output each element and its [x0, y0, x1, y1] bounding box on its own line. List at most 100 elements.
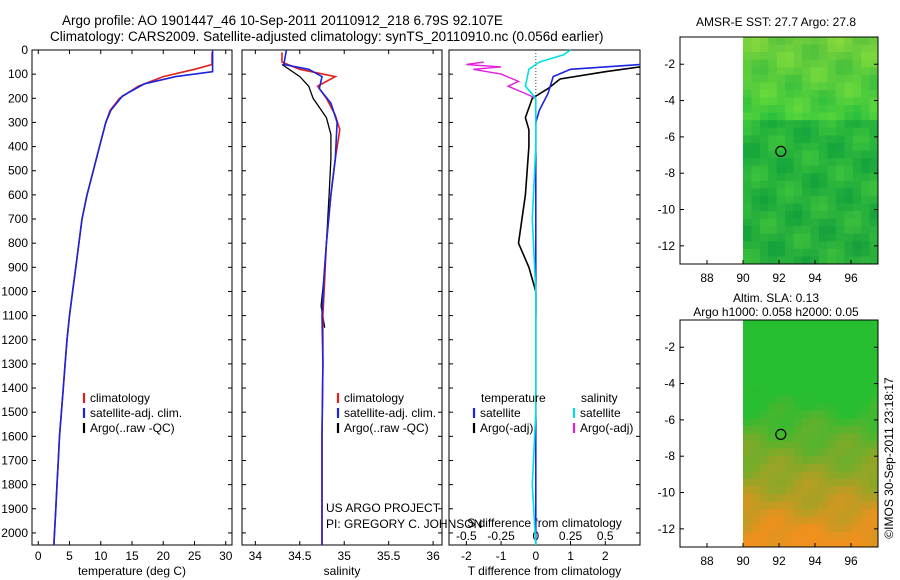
sst-map-grid-cell	[759, 211, 769, 220]
sst-map-grid-cell	[835, 150, 845, 159]
sst-map-grid-cell	[861, 211, 870, 220]
sst-map-grid-cell	[802, 195, 811, 204]
sst-map-grid-cell	[869, 180, 879, 189]
sst-map-grid-cell	[827, 226, 837, 235]
depth-tick-label: 1300	[1, 357, 28, 371]
sst-map-grid-cell	[785, 233, 795, 242]
sst-map-grid-cell	[776, 256, 786, 265]
sst-map-grid-cell	[818, 218, 828, 227]
sst-map-grid-cell	[869, 173, 879, 182]
sst-map-grid-cell	[827, 203, 837, 212]
sal-x-tick-label: 34	[249, 549, 263, 563]
t-diff-tick-label: -1	[496, 549, 507, 563]
sst-map-grid-cell	[793, 120, 803, 129]
sla-map-grid-cell	[751, 433, 761, 442]
sla-map-grid-cell	[785, 403, 795, 412]
sst-map-grid-cell	[827, 105, 837, 114]
sla-map-grid-cell	[869, 448, 879, 457]
sst-map-grid-cell	[869, 211, 879, 220]
sst-map-lon-label: 94	[808, 271, 822, 285]
sst-map-grid-cell	[835, 203, 845, 212]
depth-tick-label: 200	[8, 91, 28, 105]
diff-legend-temp-head: temperature	[481, 391, 546, 405]
sst-map-grid-cell	[818, 256, 828, 265]
sst-map-grid-cell	[743, 256, 752, 265]
sla-map-grid-cell	[861, 373, 870, 382]
sla-map-grid-cell	[759, 494, 769, 503]
sla-map-grid-cell	[818, 388, 828, 397]
sst-map-grid-cell	[768, 37, 778, 46]
sla-map-lat-label: -12	[658, 522, 676, 536]
sst-map-grid-cell	[743, 211, 752, 220]
sla-map-grid-cell	[776, 509, 786, 518]
sla-map-grid-cell	[818, 524, 828, 533]
sst-map-grid-cell	[869, 67, 879, 76]
diff-t-legend-label: Argo(-adj)	[480, 421, 533, 435]
sst-map-grid-cell	[743, 142, 752, 151]
sla-map-grid-cell	[751, 501, 761, 510]
sla-map-grid-cell	[743, 539, 752, 548]
sst-map-grid-cell	[818, 158, 828, 167]
sla-map-grid-cell	[759, 425, 769, 434]
t-diff-tick-label: 0	[532, 549, 539, 563]
sla-map-grid-cell	[844, 380, 854, 389]
sst-map-grid-cell	[802, 135, 811, 144]
sla-map-grid-cell	[869, 395, 879, 404]
sst-map-grid-cell	[852, 248, 862, 257]
sst-map-grid-cell	[810, 218, 820, 227]
sst-map-grid-cell	[751, 256, 761, 265]
sla-map-grid-cell	[751, 456, 761, 465]
sst-map-grid-cell	[818, 74, 828, 83]
sst-map-grid-cell	[802, 158, 811, 167]
sla-map-grid-cell	[776, 350, 786, 359]
sla-map-grid-cell	[759, 350, 769, 359]
sla-map-grid-cell	[793, 380, 803, 389]
sst-map-grid-cell	[776, 241, 786, 250]
sst-map-grid-cell	[802, 74, 811, 83]
sst-map-grid-cell	[861, 248, 870, 257]
sla-map-grid-cell	[835, 342, 845, 351]
sst-map-grid-cell	[861, 74, 870, 83]
sst-map-grid-cell	[869, 112, 879, 121]
sla-map-grid-cell	[818, 418, 828, 427]
sla-map-grid-cell	[869, 373, 879, 382]
sla-map-grid-cell	[759, 327, 769, 336]
sla-map-grid-cell	[869, 441, 879, 450]
sst-map-grid-cell	[776, 90, 786, 99]
sla-map-grid-cell	[827, 531, 837, 540]
sst-map-grid-cell	[869, 37, 879, 46]
sla-map-grid-cell	[818, 501, 828, 510]
sla-map-grid-cell	[743, 350, 752, 359]
sst-map-grid-cell	[751, 74, 761, 83]
sst-map-grid-cell	[751, 44, 761, 53]
sla-map-grid-cell	[776, 388, 786, 397]
sla-map-grid-cell	[852, 380, 862, 389]
sla-map-grid-cell	[861, 403, 870, 412]
sla-map-argo-marker	[775, 428, 787, 441]
sla-map-grid-cell	[861, 335, 870, 344]
sst-map-grid-cell	[844, 241, 854, 250]
sst-map-grid-cell	[861, 142, 870, 151]
sst-map-grid-cell	[827, 165, 837, 174]
sst-map-grid-cell	[793, 158, 803, 167]
sla-map-grid-cell	[869, 471, 879, 480]
sst-map-grid-cell	[785, 97, 795, 106]
sst-map-grid-cell	[861, 37, 870, 46]
sst-map-grid-cell	[835, 59, 845, 68]
sst-map-grid-cell	[751, 142, 761, 151]
sst-map-grid-cell	[751, 211, 761, 220]
sla-map-grid-cell	[743, 456, 752, 465]
sla-map-grid-cell	[785, 433, 795, 442]
sla-map-grid-cell	[818, 478, 828, 487]
sst-map-grid-cell	[852, 195, 862, 204]
diff-t-legend-label: satellite	[480, 406, 521, 420]
sst-map-grid-cell	[810, 67, 820, 76]
sla-map-grid-cell	[844, 494, 854, 503]
sst-map-grid-cell	[835, 218, 845, 227]
sst-map-grid-cell	[793, 165, 803, 174]
sst-map-grid-cell	[768, 135, 778, 144]
sla-map-lat-label: -10	[658, 486, 676, 500]
sla-map-grid-cell	[785, 539, 795, 548]
sla-map-grid-cell	[852, 350, 862, 359]
sst-map-grid-cell	[751, 180, 761, 189]
